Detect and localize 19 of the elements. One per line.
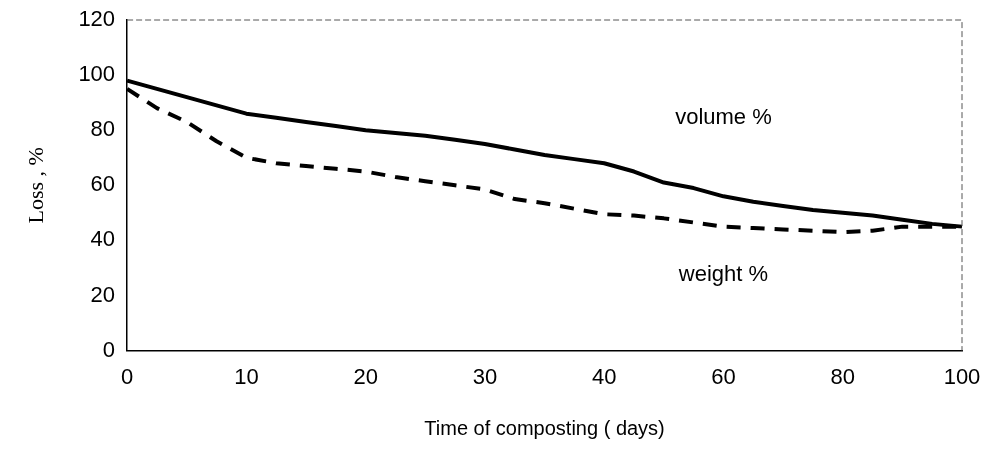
x-tick-label: 40 [591, 363, 617, 389]
x-axis-title: Time of composting ( days) [424, 416, 665, 439]
x-tick-label: 60 [711, 363, 736, 389]
series-label: weight % [677, 260, 769, 286]
x-tick-label: 30 [472, 363, 498, 389]
y-axis-title: Loss , % [22, 147, 48, 224]
x-tick-label: 10 [234, 363, 259, 389]
y-tick-label: 20 [90, 281, 116, 307]
y-tick-label: 120 [78, 6, 116, 32]
x-tick-label: 80 [830, 363, 855, 389]
y-tick-label: 100 [78, 61, 116, 87]
y-tick-label: 80 [90, 116, 116, 142]
y-tick-label: 0 [102, 336, 116, 362]
x-tick-label: 20 [353, 363, 378, 389]
x-tick-label: 0 [120, 363, 134, 389]
y-tick-label: 40 [90, 226, 116, 252]
text: volume % [675, 104, 772, 130]
y-tick-label: 60 [90, 171, 116, 197]
x-tick-label: 100 [943, 363, 981, 389]
